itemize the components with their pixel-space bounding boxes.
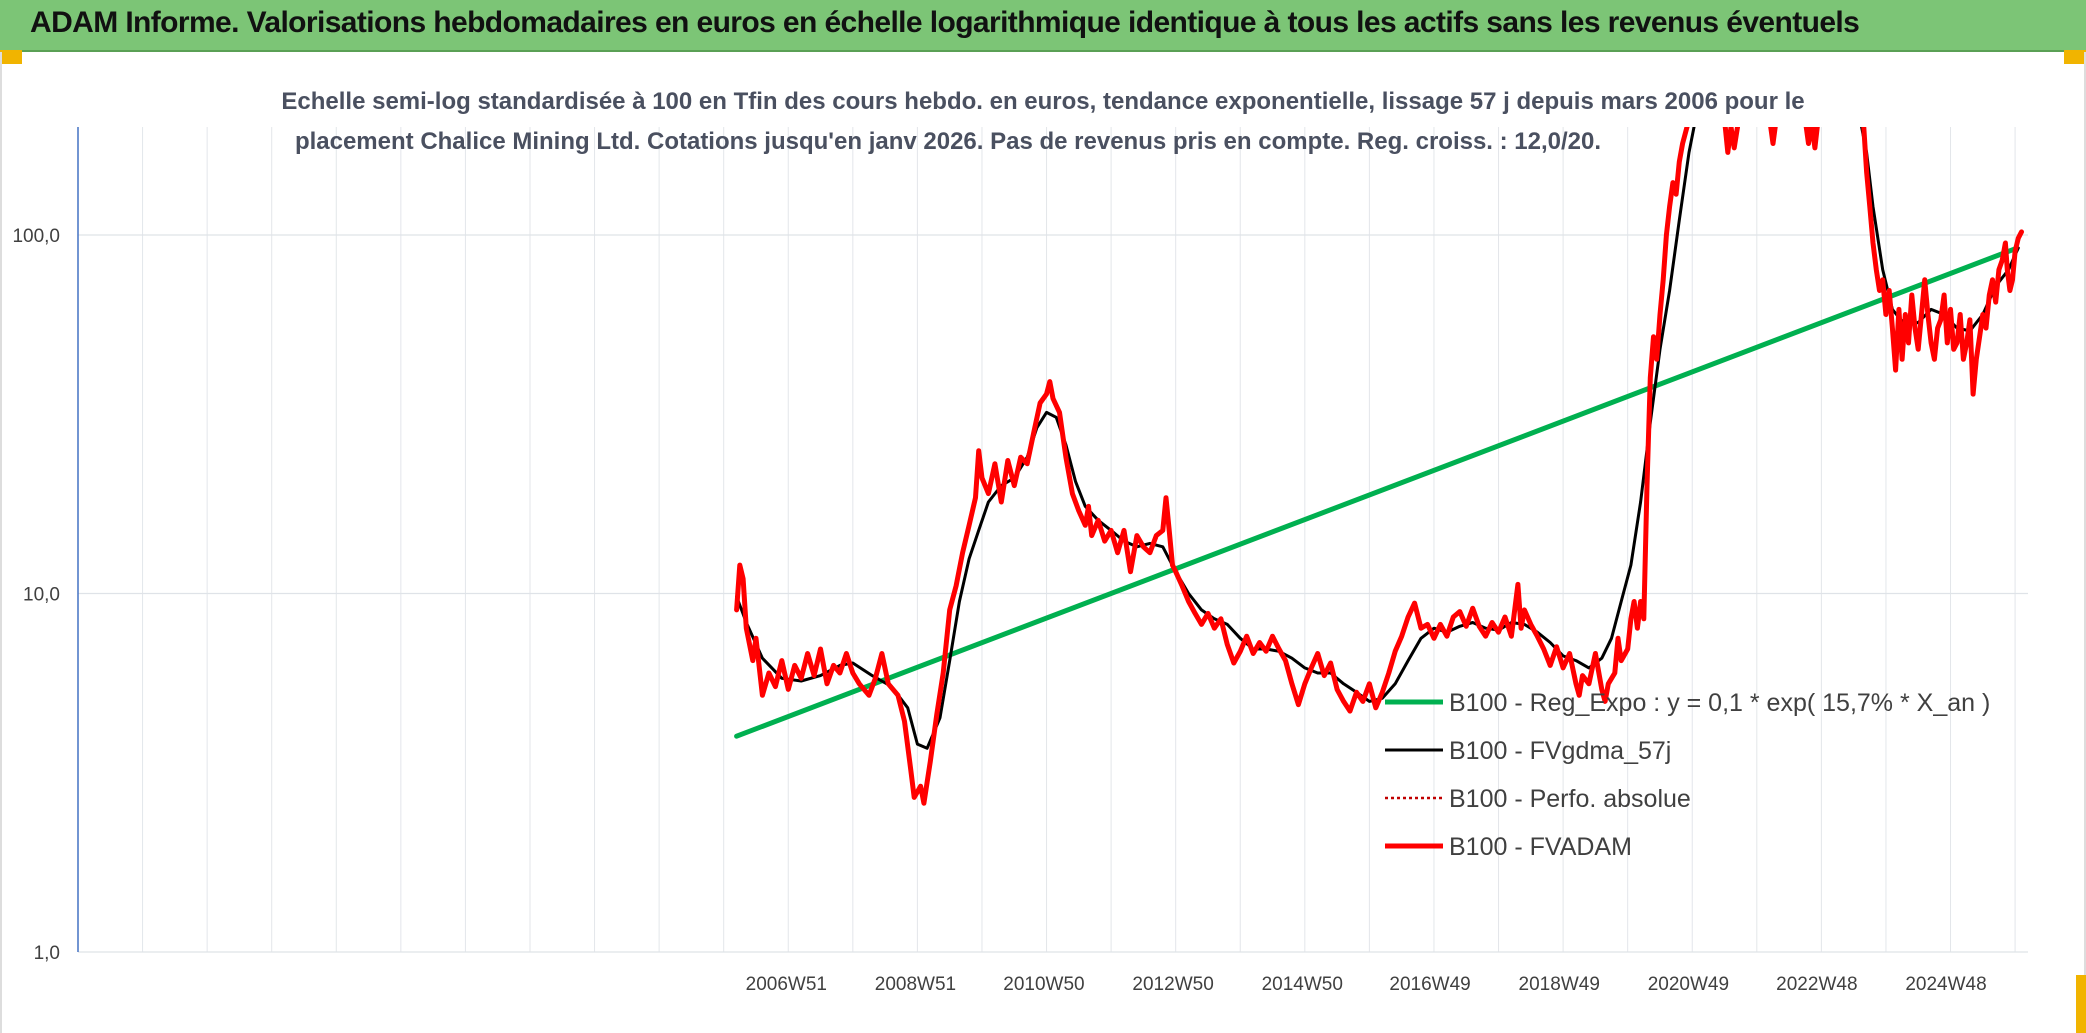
chart-series xyxy=(734,127,2024,806)
series-price-line xyxy=(1768,127,1778,146)
corner-marker-bottom-right xyxy=(2076,975,2086,1033)
y-tick-label: 1,0 xyxy=(34,943,60,964)
corner-marker-top-right xyxy=(2064,50,2086,64)
series-price-line xyxy=(734,127,1690,806)
x-tick-label: 2022W48 xyxy=(1776,974,1857,995)
chart-title-line-1: Echelle semi-log standardisée à 100 en T… xyxy=(281,88,1805,115)
series-price-line xyxy=(1722,127,1741,155)
header-banner: ADAM Informe. Valorisations hebdomadaire… xyxy=(0,0,2086,52)
x-tick-label: 2010W50 xyxy=(1003,974,1084,995)
x-tick-label: 2024W48 xyxy=(1905,974,1986,995)
axis-ticks: 1,0 10,0 100,0 2006W51 2008W51 2010W50 2012W50… xyxy=(12,226,1986,995)
series-price-line xyxy=(1803,127,1820,151)
chart-title-line-2: placement Chalice Mining Ltd. Cotations … xyxy=(294,128,1602,155)
x-tick-label: 2008W51 xyxy=(875,974,956,995)
y-tick-label: 100,0 xyxy=(12,226,60,247)
chart-grid xyxy=(78,127,2028,953)
y-tick-label: 10,0 xyxy=(23,585,60,606)
series-smoothed-line xyxy=(1860,127,2020,333)
legend-label: B100 - FVgdma_57j xyxy=(1449,737,1671,765)
x-tick-label: 2018W49 xyxy=(1519,974,1600,995)
x-tick-label: 2020W49 xyxy=(1648,974,1729,995)
x-tick-label: 2012W50 xyxy=(1132,974,1213,995)
series-price-line xyxy=(1861,127,2024,397)
corner-marker-top-left xyxy=(0,50,22,64)
x-tick-label: 2006W51 xyxy=(746,974,827,995)
series-regression-line xyxy=(734,246,2018,739)
chart-legend: B100 - Reg_Expo : y = 0,1 * exp( 15,7% *… xyxy=(1385,689,1990,861)
legend-label: B100 - Reg_Expo : y = 0,1 * exp( 15,7% *… xyxy=(1449,689,1990,717)
x-tick-label: 2016W49 xyxy=(1389,974,1470,995)
legend-label: B100 - FVADAM xyxy=(1449,833,1632,861)
chart-frame xyxy=(0,52,2086,1033)
x-tick-label: 2014W50 xyxy=(1262,974,1343,995)
legend-label: B100 - Perfo. absolue xyxy=(1449,785,1691,813)
page-title: ADAM Informe. Valorisations hebdomadaire… xyxy=(30,6,1860,39)
